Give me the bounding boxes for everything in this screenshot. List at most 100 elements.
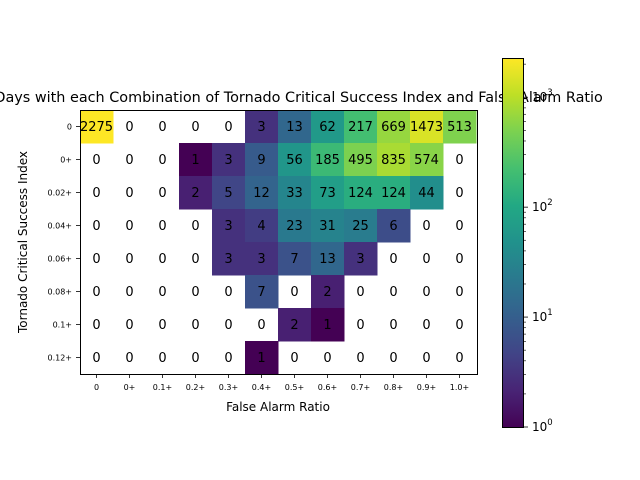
cell-value-label: 0	[125, 219, 133, 234]
heatmap-cell	[344, 176, 378, 210]
cell-value-label: 3	[224, 219, 232, 234]
cell-value-label: 1473	[410, 120, 443, 135]
cell-value-label: 0	[422, 219, 430, 234]
heatmap-cell	[311, 110, 345, 144]
cell-value-label: 0	[389, 252, 397, 267]
x-tick-label: 1.0+	[450, 383, 469, 392]
heatmap-cell	[344, 143, 378, 177]
x-tick-label: 0.2+	[186, 383, 205, 392]
cell-value-label: 0	[125, 153, 133, 168]
cell-value-label: 669	[381, 120, 406, 135]
heatmap-cell	[311, 308, 345, 342]
y-tick-label: 0+	[60, 156, 72, 165]
x-tick-label: 0.1+	[153, 383, 172, 392]
cell-value-label: 0	[422, 252, 430, 267]
cell-value-label: 31	[319, 219, 336, 234]
heatmap-cell	[179, 176, 213, 210]
colorbar-ticks: 100 101 102 103	[524, 63, 553, 434]
heatmap-cell	[278, 209, 312, 243]
x-axis-label: False Alarm Ratio	[226, 400, 330, 414]
heatmap-cell	[245, 143, 279, 177]
y-tick-label: 0.06+	[47, 255, 72, 264]
heatmap-cell	[410, 176, 444, 210]
x-tick-label: 0.8+	[384, 383, 403, 392]
y-tick-label: 0.1+	[53, 321, 72, 330]
cell-value-label: 513	[447, 120, 472, 135]
colorbar-tick-label: 103	[532, 88, 553, 104]
x-tick-label: 0.5+	[285, 383, 304, 392]
colorbar-tick-label: 102	[532, 198, 553, 214]
cell-value-label: 0	[125, 318, 133, 333]
cell-value-label: 33	[286, 186, 303, 201]
chart-title: 2002 Days with each Combination of Torna…	[0, 90, 603, 106]
cell-value-label: 0	[356, 351, 364, 366]
cell-value-label: 0	[224, 285, 232, 300]
cell-value-label: 3	[224, 252, 232, 267]
cell-value-label: 0	[158, 153, 166, 168]
cell-value-label: 0	[257, 318, 265, 333]
x-tick-label: 0.4+	[252, 383, 271, 392]
heatmap-cell	[377, 143, 411, 177]
y-tick-label: 0.12+	[47, 354, 72, 363]
heatmap-cell	[80, 110, 114, 144]
heatmap-cell	[311, 275, 345, 309]
cell-value-label: 62	[319, 120, 336, 135]
heatmap-cell	[245, 209, 279, 243]
cell-value-label: 0	[191, 252, 199, 267]
x-tick-label: 0+	[124, 383, 136, 392]
cell-value-label: 217	[348, 120, 373, 135]
cell-value-label: 0	[92, 351, 100, 366]
cell-value-label: 0	[224, 318, 232, 333]
cell-value-label: 7	[257, 285, 265, 300]
cell-value-label: 1	[257, 351, 265, 366]
cell-value-label: 2275	[80, 120, 113, 135]
cell-value-label: 0	[158, 186, 166, 201]
cell-value-label: 0	[422, 285, 430, 300]
cell-value-label: 124	[348, 186, 373, 201]
cell-value-label: 0	[191, 120, 199, 135]
cell-value-label: 7	[290, 252, 298, 267]
cell-value-label: 1	[191, 153, 199, 168]
heatmap-cell	[245, 110, 279, 144]
heatmap-cell	[443, 110, 477, 144]
cell-value-label: 0	[92, 285, 100, 300]
cell-value-label: 0	[158, 219, 166, 234]
heatmap-cell	[410, 110, 444, 144]
x-tick-label: 0.9+	[417, 383, 436, 392]
cell-value-label: 0	[455, 285, 463, 300]
heatmap-cell	[212, 242, 246, 276]
heatmap-cell	[344, 110, 378, 144]
cell-value-label: 0	[158, 120, 166, 135]
cell-value-label: 2	[323, 285, 331, 300]
cell-value-label: 0	[323, 351, 331, 366]
cell-value-label: 0	[158, 318, 166, 333]
heatmap-cells	[80, 110, 477, 375]
heatmap-cell	[278, 242, 312, 276]
cell-value-label: 5	[224, 186, 232, 201]
cell-value-label: 12	[253, 186, 270, 201]
heatmap-cell	[245, 341, 279, 375]
cell-value-label: 2	[191, 186, 199, 201]
cell-value-label: 56	[286, 153, 303, 168]
cell-value-label: 0	[92, 186, 100, 201]
heatmap-cell	[278, 176, 312, 210]
heatmap-cell	[212, 143, 246, 177]
cell-value-label: 0	[224, 120, 232, 135]
heatmap-cell	[344, 242, 378, 276]
cell-value-label: 1	[323, 318, 331, 333]
heatmap-cell	[311, 176, 345, 210]
cell-value-label: 0	[455, 186, 463, 201]
y-tick-label: 0.08+	[47, 288, 72, 297]
x-tick-label: 0.3+	[219, 383, 238, 392]
heatmap-cell	[278, 110, 312, 144]
cell-value-label: 0	[455, 219, 463, 234]
cell-value-label: 0	[389, 285, 397, 300]
y-tick-label: 0	[67, 123, 72, 132]
cell-value-label: 0	[125, 252, 133, 267]
heatmap-cell	[278, 143, 312, 177]
plot-frame	[80, 110, 478, 375]
cell-value-label: 23	[286, 219, 303, 234]
cell-value-label: 3	[257, 120, 265, 135]
cell-value-label: 0	[389, 318, 397, 333]
